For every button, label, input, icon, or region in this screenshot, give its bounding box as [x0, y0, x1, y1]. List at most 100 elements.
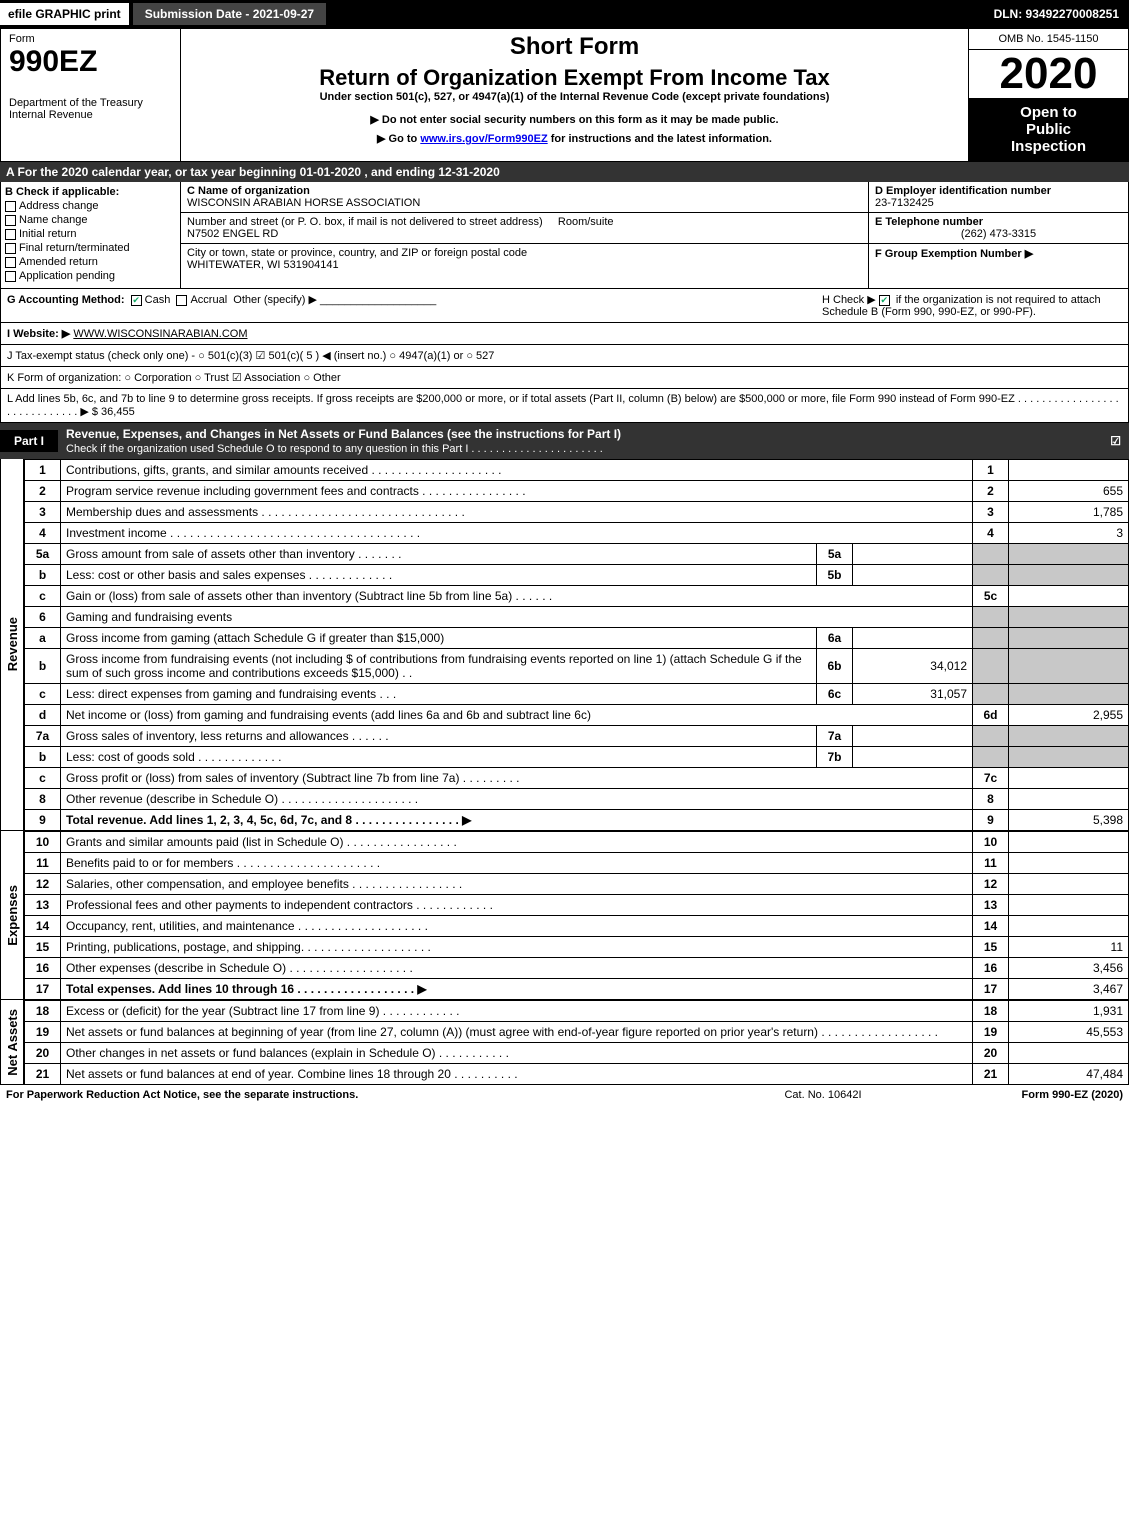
room-label: Room/suite — [558, 216, 614, 228]
chk-address-change[interactable]: Address change — [5, 200, 176, 212]
org-name-row: C Name of organization WISCONSIN ARABIAN… — [181, 182, 868, 213]
line-11-amt — [1009, 853, 1129, 874]
irs-link[interactable]: www.irs.gov/Form990EZ — [420, 133, 547, 145]
open-to-public: Open to Public Inspection — [969, 98, 1128, 161]
line-1-num: 1 — [25, 460, 61, 481]
line-6b-subamt: 34,012 — [853, 649, 973, 684]
line-16-amt: 3,456 — [1009, 958, 1129, 979]
line-13-amt — [1009, 895, 1129, 916]
efile-label[interactable]: efile GRAPHIC print — [0, 3, 129, 25]
accounting-method: G Accounting Method: Cash Accrual Other … — [7, 293, 822, 318]
page-footer: For Paperwork Reduction Act Notice, see … — [0, 1085, 1129, 1105]
row-k-form-of-org: K Form of organization: ○ Corporation ○ … — [0, 367, 1129, 389]
website-label: I Website: ▶ — [7, 328, 70, 340]
part-1-check[interactable]: ☑ — [1110, 434, 1129, 448]
col-b-title: B Check if applicable: — [5, 186, 176, 198]
goto-post: for instructions and the latest informat… — [548, 133, 772, 145]
expenses-section: Expenses 10Grants and similar amounts pa… — [0, 831, 1129, 1000]
row-l-amt: 36,455 — [98, 406, 135, 418]
phone-label: E Telephone number — [875, 216, 1122, 228]
org-name-label: C Name of organization — [187, 185, 862, 197]
chk-accrual[interactable] — [176, 295, 187, 306]
footer-left: For Paperwork Reduction Act Notice, see … — [6, 1089, 723, 1101]
line-6c-subamt: 31,057 — [853, 684, 973, 705]
top-bar: efile GRAPHIC print Submission Date - 20… — [0, 0, 1129, 28]
line-18-amt: 1,931 — [1009, 1001, 1129, 1022]
ein-label: D Employer identification number — [875, 185, 1122, 197]
revenue-table: 1Contributions, gifts, grants, and simil… — [24, 459, 1129, 831]
chk-final-return[interactable]: Final return/terminated — [5, 242, 176, 254]
street-row: Number and street (or P. O. box, if mail… — [181, 213, 868, 244]
line-7b-subamt — [853, 747, 973, 768]
footer-right: Form 990-EZ (2020) — [923, 1089, 1123, 1101]
short-form-title: Short Form — [189, 33, 960, 61]
inspect-1: Open to — [973, 104, 1124, 121]
phone-value: (262) 473-3315 — [875, 228, 1122, 240]
row-l-text: L Add lines 5b, 6c, and 7b to line 9 to … — [7, 393, 1119, 418]
part-1-title: Revenue, Expenses, and Changes in Net As… — [66, 423, 1110, 459]
line-5a-subamt — [853, 544, 973, 565]
inspect-3: Inspection — [973, 138, 1124, 155]
line-2-amt: 655 — [1009, 481, 1129, 502]
line-6d-amt: 2,955 — [1009, 705, 1129, 726]
goto-pre: ▶ Go to — [377, 133, 420, 145]
city-row: City or town, state or province, country… — [181, 244, 868, 274]
line-15-amt: 11 — [1009, 937, 1129, 958]
group-exemption-label: F Group Exemption Number ▶ — [875, 248, 1033, 260]
g-label: G Accounting Method: — [7, 294, 125, 306]
line-9-amt: 5,398 — [1009, 810, 1129, 831]
expenses-vlabel: Expenses — [0, 831, 24, 1000]
submission-date: Submission Date - 2021-09-27 — [133, 3, 326, 25]
department-label: Department of the Treasury Internal Reve… — [9, 97, 172, 121]
line-5c-amt — [1009, 586, 1129, 607]
revenue-section: Revenue 1Contributions, gifts, grants, a… — [0, 459, 1129, 831]
line-14-amt — [1009, 916, 1129, 937]
header-center: Short Form Return of Organization Exempt… — [181, 29, 968, 161]
group-exemption-row: F Group Exemption Number ▶ — [869, 244, 1128, 263]
form-word: Form — [9, 33, 172, 45]
chk-schedule-b[interactable] — [879, 295, 890, 306]
org-name-value: WISCONSIN ARABIAN HORSE ASSOCIATION — [187, 197, 862, 209]
line-5b-subamt — [853, 565, 973, 586]
street-value: N7502 ENGEL RD — [187, 228, 862, 240]
row-i-website: I Website: ▶ WWW.WISCONSINARABIAN.COM — [0, 323, 1129, 345]
form-header: Form 990EZ Department of the Treasury In… — [0, 28, 1129, 162]
chk-initial-return[interactable]: Initial return — [5, 228, 176, 240]
chk-cash[interactable] — [131, 295, 142, 306]
expenses-table: 10Grants and similar amounts paid (list … — [24, 831, 1129, 1000]
tax-year: 2020 — [969, 50, 1128, 98]
line-1-desc: Contributions, gifts, grants, and simila… — [61, 460, 973, 481]
revenue-vlabel: Revenue — [0, 459, 24, 831]
row-a-tax-year: A For the 2020 calendar year, or tax yea… — [0, 162, 1129, 182]
line-4-amt: 3 — [1009, 523, 1129, 544]
dln-label: DLN: 93492270008251 — [984, 3, 1129, 25]
ssn-warning: ▶ Do not enter social security numbers o… — [189, 113, 960, 126]
line-3-amt: 1,785 — [1009, 502, 1129, 523]
footer-center: Cat. No. 10642I — [723, 1089, 923, 1101]
line-1-box: 1 — [973, 460, 1009, 481]
header-right: OMB No. 1545-1150 2020 Open to Public In… — [968, 29, 1128, 161]
chk-amended-return[interactable]: Amended return — [5, 256, 176, 268]
city-label: City or town, state or province, country… — [187, 247, 862, 259]
netassets-section: Net Assets 18Excess or (deficit) for the… — [0, 1000, 1129, 1085]
header-left: Form 990EZ Department of the Treasury In… — [1, 29, 181, 161]
netassets-vlabel: Net Assets — [0, 1000, 24, 1085]
omb-number: OMB No. 1545-1150 — [969, 29, 1128, 50]
part-1-header: Part I Revenue, Expenses, and Changes in… — [0, 423, 1129, 459]
instructions-link-row: ▶ Go to www.irs.gov/Form990EZ for instru… — [189, 132, 960, 145]
chk-application-pending[interactable]: Application pending — [5, 270, 176, 282]
line-1-amt — [1009, 460, 1129, 481]
ein-row: D Employer identification number 23-7132… — [869, 182, 1128, 213]
column-b-checkboxes: B Check if applicable: Address change Na… — [1, 182, 181, 288]
h-pre: H Check ▶ — [822, 294, 879, 306]
line-17-amt: 3,467 — [1009, 979, 1129, 1000]
ein-value: 23-7132425 — [875, 197, 1122, 209]
netassets-table: 18Excess or (deficit) for the year (Subt… — [24, 1000, 1129, 1085]
line-6a-subamt — [853, 628, 973, 649]
line-8-amt — [1009, 789, 1129, 810]
line-20-amt — [1009, 1043, 1129, 1064]
chk-name-change[interactable]: Name change — [5, 214, 176, 226]
form-number: 990EZ — [9, 45, 172, 79]
website-value[interactable]: WWW.WISCONSINARABIAN.COM — [73, 328, 247, 340]
line-10-amt — [1009, 832, 1129, 853]
